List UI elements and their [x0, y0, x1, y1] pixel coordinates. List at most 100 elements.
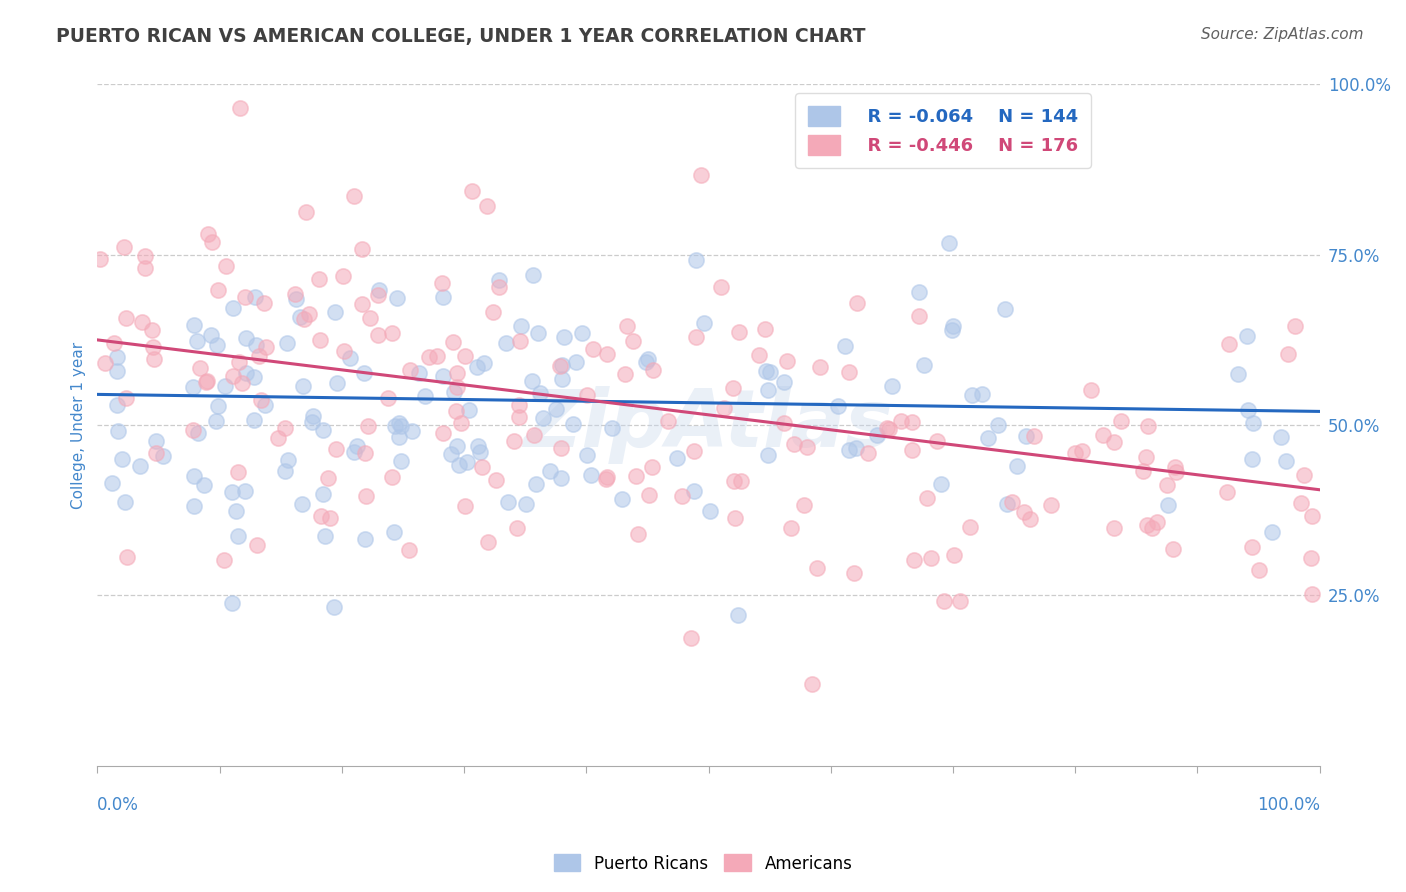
- Point: [1260, 524, 1282, 539]
- Point: [806, 560, 828, 574]
- Point: [1270, 430, 1292, 444]
- Point: [943, 548, 966, 562]
- Point: [475, 199, 498, 213]
- Point: [723, 382, 745, 396]
- Point: [496, 494, 519, 508]
- Point: [756, 448, 779, 462]
- Point: [624, 468, 647, 483]
- Point: [1292, 467, 1315, 482]
- Point: [548, 359, 571, 374]
- Point: [932, 594, 955, 608]
- Point: [292, 312, 315, 326]
- Point: [456, 455, 478, 469]
- Point: [215, 259, 238, 273]
- Point: [457, 403, 479, 417]
- Point: [314, 528, 336, 542]
- Point: [1216, 485, 1239, 500]
- Point: [367, 328, 389, 343]
- Point: [960, 388, 983, 402]
- Point: [399, 363, 422, 377]
- Point: [793, 498, 815, 512]
- Point: [284, 292, 307, 306]
- Point: [477, 534, 499, 549]
- Point: [103, 336, 125, 351]
- Point: [1071, 444, 1094, 458]
- Point: [388, 429, 411, 443]
- Point: [723, 474, 745, 488]
- Point: [298, 307, 321, 321]
- Point: [679, 631, 702, 645]
- Point: [291, 497, 314, 511]
- Point: [576, 449, 599, 463]
- Point: [388, 416, 411, 430]
- Point: [432, 426, 454, 441]
- Point: [389, 419, 412, 434]
- Point: [367, 288, 389, 302]
- Point: [1135, 450, 1157, 465]
- Point: [727, 607, 749, 622]
- Point: [1001, 495, 1024, 509]
- Point: [187, 425, 209, 440]
- Point: [1241, 416, 1264, 430]
- Point: [510, 318, 533, 333]
- Point: [927, 434, 949, 448]
- Point: [443, 385, 465, 400]
- Point: [107, 424, 129, 438]
- Point: [243, 290, 266, 304]
- Point: [354, 446, 377, 460]
- Point: [114, 495, 136, 509]
- Text: 100.0%: 100.0%: [1257, 797, 1320, 814]
- Point: [408, 366, 430, 380]
- Point: [325, 376, 347, 391]
- Point: [354, 532, 377, 546]
- Point: [1137, 419, 1160, 434]
- Point: [529, 386, 551, 401]
- Point: [316, 470, 339, 484]
- Point: [693, 317, 716, 331]
- Point: [461, 184, 484, 198]
- Point: [308, 272, 330, 286]
- Point: [689, 168, 711, 182]
- Point: [284, 287, 307, 301]
- Point: [665, 451, 688, 466]
- Point: [368, 283, 391, 297]
- Point: [243, 369, 266, 384]
- Point: [1135, 518, 1157, 533]
- Point: [571, 326, 593, 340]
- Point: [131, 316, 153, 330]
- Point: [1227, 368, 1250, 382]
- Point: [524, 477, 547, 491]
- Point: [346, 439, 368, 453]
- Point: [295, 204, 318, 219]
- Point: [710, 279, 733, 293]
- Point: [309, 509, 332, 524]
- Point: [235, 330, 257, 344]
- Point: [1146, 515, 1168, 529]
- Point: [562, 417, 585, 432]
- Point: [141, 324, 163, 338]
- Point: [245, 338, 267, 352]
- Point: [1064, 446, 1087, 460]
- Point: [1005, 458, 1028, 473]
- Legend:   R = -0.064    N = 144,   R = -0.446    N = 176: R = -0.064 N = 144, R = -0.446 N = 176: [796, 94, 1091, 168]
- Point: [292, 379, 315, 393]
- Point: [579, 468, 602, 483]
- Point: [801, 677, 824, 691]
- Point: [1102, 521, 1125, 535]
- Point: [228, 466, 250, 480]
- Point: [343, 444, 366, 458]
- Point: [522, 268, 544, 282]
- Point: [1164, 465, 1187, 479]
- Text: 0.0%: 0.0%: [97, 797, 139, 814]
- Point: [254, 340, 277, 354]
- Point: [890, 414, 912, 428]
- Point: [235, 367, 257, 381]
- Point: [183, 468, 205, 483]
- Point: [941, 323, 963, 337]
- Text: Source: ZipAtlas.com: Source: ZipAtlas.com: [1201, 27, 1364, 42]
- Point: [253, 296, 276, 310]
- Point: [142, 351, 165, 366]
- Point: [522, 374, 544, 388]
- Point: [454, 349, 477, 363]
- Point: [838, 365, 860, 379]
